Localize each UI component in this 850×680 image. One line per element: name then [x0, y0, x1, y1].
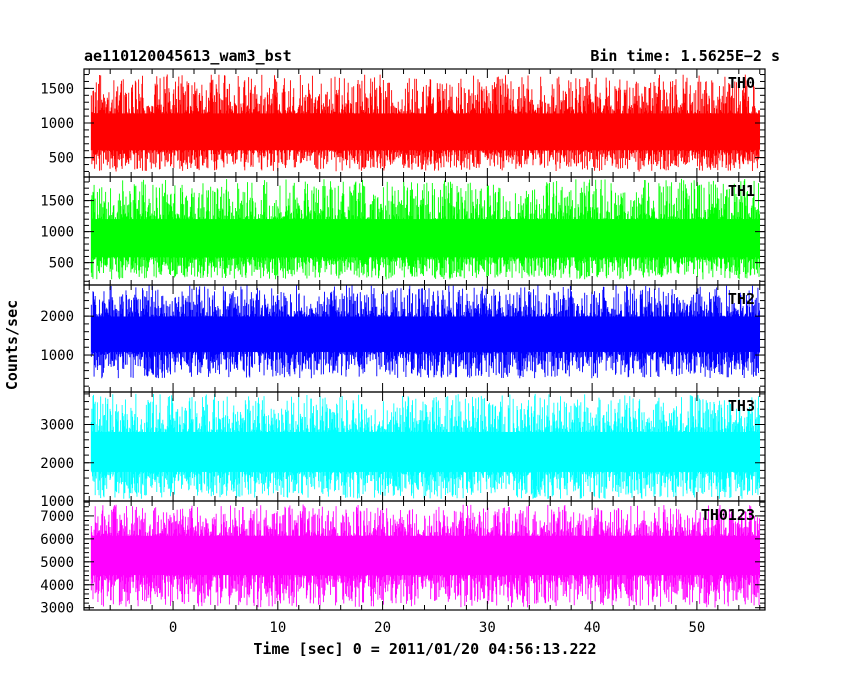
series-line-th0	[90, 74, 761, 172]
y-tick-label: 2000	[40, 309, 74, 325]
x-tick-label: 40	[584, 620, 601, 636]
panel-th2: 1000 2000 TH2	[40, 284, 766, 393]
y-tick-label: 1000	[40, 225, 74, 241]
panel-th1: 500 1000 1500 TH1	[40, 176, 766, 286]
y-tick-label: 6000	[40, 532, 74, 548]
panel-th0123: 3000 4000 5000 6000 7000 TH0123	[40, 500, 766, 617]
panel-label-th0: TH0	[728, 74, 755, 92]
y-tick-label: 3000	[40, 418, 74, 434]
y-tick-label: 1500	[40, 194, 74, 210]
series-line-th0123	[90, 504, 761, 608]
x-tick-label: 30	[479, 620, 496, 636]
x-tick-label: 20	[374, 620, 391, 636]
x-tick-label: 10	[269, 620, 286, 636]
y-axis-label: Counts/sec	[3, 300, 21, 390]
y-tick-label: 3000	[40, 601, 74, 617]
y-tick-label: 1500	[40, 81, 74, 97]
y-tick-label: 7000	[40, 509, 74, 525]
chart-title: ae110120045613_wam3_bst	[84, 47, 292, 65]
y-tick-label: 500	[49, 151, 74, 167]
y-tick-label: 1000	[40, 348, 74, 364]
panel-th3: 1000 2000 3000 TH3	[40, 391, 766, 510]
bin-time-label: Bin time: 1.5625E−2 s	[590, 47, 780, 65]
y-tick-label: 2000	[40, 456, 74, 472]
panel-label-th3: TH3	[728, 397, 755, 415]
y-tick-label: 4000	[40, 578, 74, 594]
panel-label-th0123: TH0123	[701, 506, 755, 524]
y-tick-label: 5000	[40, 555, 74, 571]
panel-label-th2: TH2	[728, 290, 755, 308]
panel-th0: 500 1000 1500 TH0	[40, 68, 766, 178]
series-line-th3	[90, 393, 761, 499]
series-line-th2	[90, 285, 761, 379]
panel-label-th1: TH1	[728, 182, 755, 200]
series-line-th1	[90, 178, 761, 280]
y-tick-label: 1000	[40, 116, 74, 132]
x-tick-label: 0	[169, 620, 177, 636]
y-tick-label: 500	[49, 256, 74, 272]
x-axis-label: Time [sec] 0 = 2011/01/20 04:56:13.222	[253, 640, 596, 658]
x-tick-label: 50	[688, 620, 705, 636]
y-tick-label: 1000	[40, 494, 74, 510]
